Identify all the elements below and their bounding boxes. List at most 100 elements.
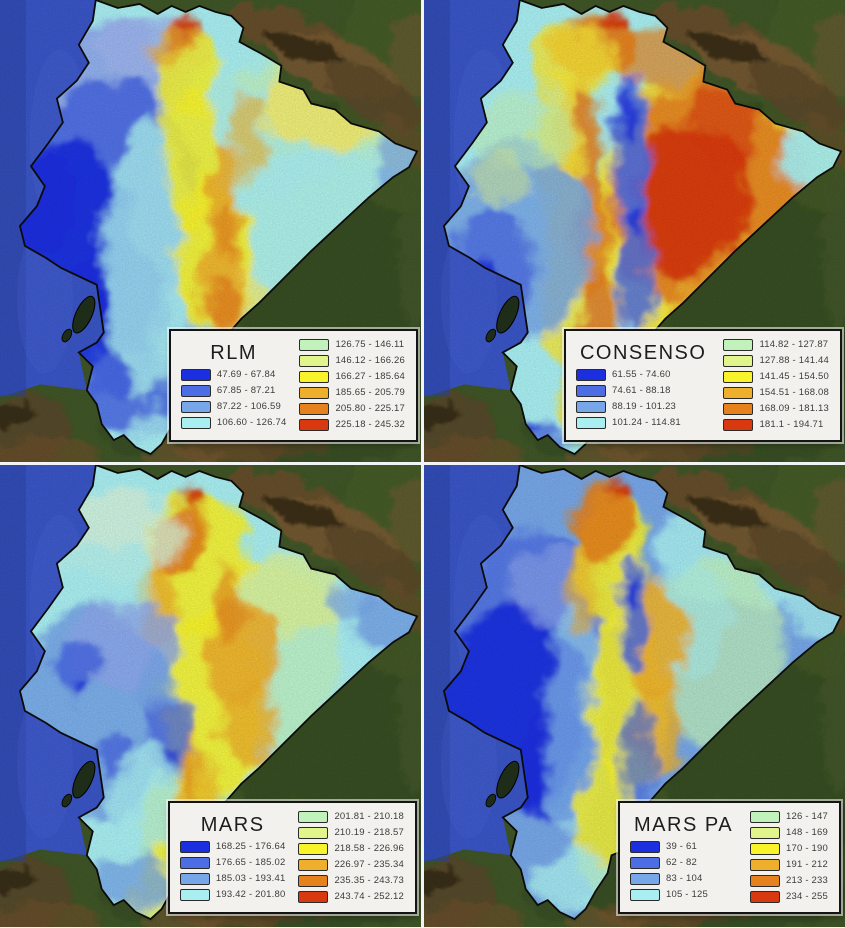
legend-entry: 168.25 - 176.64 xyxy=(179,840,286,853)
legend-range-label: 225.18 - 245.32 xyxy=(335,419,405,430)
legend-entry: 166.27 - 185.64 xyxy=(299,370,405,383)
panel-mars: MARS 168.25 - 176.64 176.65 - 185.02 185.0… xyxy=(0,465,421,927)
map-mars xyxy=(0,465,421,927)
legend-range-label: 148 - 169 xyxy=(786,827,828,838)
legend-range-label: 74.61 - 88.18 xyxy=(611,385,671,396)
legend-swatch-icon xyxy=(750,842,781,855)
legend-entry: 185.03 - 193.41 xyxy=(179,872,286,885)
legend-entry: 181.1 - 194.71 xyxy=(723,418,829,431)
legend-swatch-icon xyxy=(723,354,754,367)
legend-swatch-icon xyxy=(299,370,330,383)
legend-entry: 88.19 - 101.23 xyxy=(575,400,710,413)
legend-range-label: 101.24 - 114.81 xyxy=(611,417,681,428)
legend-swatch-icon xyxy=(630,888,660,901)
legend-range-label: 114.82 - 127.87 xyxy=(759,339,829,350)
legend-entries-left: 168.25 - 176.64 176.65 - 185.02 185.03 - 1… xyxy=(179,840,286,901)
legend-range-label: 243.74 - 252.12 xyxy=(334,891,404,902)
legend-title: MARS xyxy=(200,813,265,836)
legend-swatch-icon xyxy=(750,858,781,871)
legend-range-label: 185.65 - 205.79 xyxy=(335,387,405,398)
legend-entry: 234 - 255 xyxy=(750,890,828,903)
legend-range-label: 154.51 - 168.08 xyxy=(759,387,829,398)
legend-range-label: 205.80 - 225.17 xyxy=(335,403,405,414)
legend-entry: 62 - 82 xyxy=(630,856,737,869)
legend-range-label: 106.60 - 126.74 xyxy=(216,417,287,428)
legend-rlm: RLM 47.69 - 67.84 67.85 - 87.21 87.22 - 10… xyxy=(168,329,418,442)
legend-range-label: 181.1 - 194.71 xyxy=(759,419,824,430)
legend-entry: 225.18 - 245.32 xyxy=(299,418,405,431)
legend-range-label: 39 - 61 xyxy=(666,841,697,852)
legend-range-label: 185.03 - 193.41 xyxy=(215,873,286,884)
legend-title: RLM xyxy=(210,341,258,364)
legend-swatch-icon xyxy=(723,386,754,399)
legend-range-label: 201.81 - 210.18 xyxy=(334,811,404,822)
map-mars-pa xyxy=(424,465,845,927)
legend-swatch-icon xyxy=(723,338,754,351)
legend-range-label: 234 - 255 xyxy=(786,891,828,902)
legend-swatch-icon xyxy=(723,370,754,383)
legend-entries-left: 47.69 - 67.84 67.85 - 87.21 87.22 - 106.59… xyxy=(180,368,287,429)
legend-mars-pa: MARS PA 39 - 61 62 - 82 83 - 104 105 - 125 … xyxy=(618,801,841,914)
legend-range-label: 62 - 82 xyxy=(666,857,697,868)
legend-range-label: 210.19 - 218.57 xyxy=(334,827,404,838)
legend-entry: 47.69 - 67.84 xyxy=(180,368,287,381)
legend-range-label: 127.88 - 141.44 xyxy=(759,355,829,366)
legend-swatch-icon xyxy=(723,402,754,415)
legend-range-label: 47.69 - 67.84 xyxy=(216,369,276,380)
legend-title: CONSENSO xyxy=(579,341,707,364)
legend-swatch-icon xyxy=(179,856,210,869)
legend-range-label: 226.97 - 235.34 xyxy=(334,859,404,870)
legend-swatch-icon xyxy=(298,858,329,871)
legend-left-block: RLM 47.69 - 67.84 67.85 - 87.21 87.22 - 10… xyxy=(180,338,287,431)
legend-entry: 185.65 - 205.79 xyxy=(299,386,405,399)
legend-entries-right: 114.82 - 127.87 127.88 - 141.44 141.45 - 1… xyxy=(723,338,829,431)
legend-entry: 114.82 - 127.87 xyxy=(723,338,829,351)
legend-swatch-icon xyxy=(630,840,660,853)
legend-entry: 67.85 - 87.21 xyxy=(180,384,287,397)
legend-left-block: CONSENSO 61.55 - 74.60 74.61 - 88.18 88.19… xyxy=(575,338,710,431)
legend-left-block: MARS PA 39 - 61 62 - 82 83 - 104 105 - 125 xyxy=(630,810,737,903)
legend-entry: 193.42 - 201.80 xyxy=(179,888,286,901)
legend-entry: 218.58 - 226.96 xyxy=(298,842,404,855)
legend-entry: 176.65 - 185.02 xyxy=(179,856,286,869)
legend-range-label: 193.42 - 201.80 xyxy=(215,889,286,900)
legend-title: MARS PA xyxy=(634,813,734,836)
legend-range-label: 126 - 147 xyxy=(786,811,828,822)
legend-swatch-icon xyxy=(298,874,329,887)
legend-swatch-icon xyxy=(575,400,606,413)
legend-entry: 127.88 - 141.44 xyxy=(723,354,829,367)
legend-entry: 210.19 - 218.57 xyxy=(298,826,404,839)
legend-entry: 126.75 - 146.11 xyxy=(299,338,405,351)
legend-entry: 191 - 212 xyxy=(750,858,828,871)
legend-range-label: 176.65 - 185.02 xyxy=(215,857,286,868)
legend-entry: 148 - 169 xyxy=(750,826,828,839)
legend-entry: 201.81 - 210.18 xyxy=(298,810,404,823)
legend-range-label: 168.09 - 181.13 xyxy=(759,403,829,414)
legend-swatch-icon xyxy=(299,338,330,351)
legend-swatch-icon xyxy=(179,872,210,885)
legend-entries-right: 126 - 147 148 - 169 170 - 190 191 - 212 213 … xyxy=(750,810,828,903)
legend-entries-left: 39 - 61 62 - 82 83 - 104 105 - 125 xyxy=(630,840,737,901)
legend-swatch-icon xyxy=(298,810,329,823)
legend-swatch-icon xyxy=(298,842,329,855)
legend-consenso: CONSENSO 61.55 - 74.60 74.61 - 88.18 88.19… xyxy=(563,329,842,442)
legend-entry: 168.09 - 181.13 xyxy=(723,402,829,415)
legend-entries-left: 61.55 - 74.60 74.61 - 88.18 88.19 - 101.23… xyxy=(575,368,710,429)
legend-mars: MARS 168.25 - 176.64 176.65 - 185.02 185.0… xyxy=(167,801,417,914)
legend-swatch-icon xyxy=(180,384,211,397)
legend-entry: 74.61 - 88.18 xyxy=(575,384,710,397)
legend-range-label: 87.22 - 106.59 xyxy=(216,401,281,412)
legend-swatch-icon xyxy=(180,416,211,429)
legend-range-label: 126.75 - 146.11 xyxy=(335,339,405,350)
legend-range-label: 146.12 - 166.26 xyxy=(335,355,405,366)
legend-swatch-icon xyxy=(575,384,606,397)
legend-entry: 87.22 - 106.59 xyxy=(180,400,287,413)
legend-swatch-icon xyxy=(750,890,781,903)
panel-rlm: RLM 47.69 - 67.84 67.85 - 87.21 87.22 - 10… xyxy=(0,0,421,462)
legend-left-block: MARS 168.25 - 176.64 176.65 - 185.02 185.0… xyxy=(179,810,286,903)
legend-entry: 105 - 125 xyxy=(630,888,737,901)
legend-range-label: 235.35 - 243.73 xyxy=(334,875,404,886)
legend-entry: 39 - 61 xyxy=(630,840,737,853)
panel-mars-pa: MARS PA 39 - 61 62 - 82 83 - 104 105 - 125 … xyxy=(424,465,845,927)
legend-entry: 235.35 - 243.73 xyxy=(298,874,404,887)
